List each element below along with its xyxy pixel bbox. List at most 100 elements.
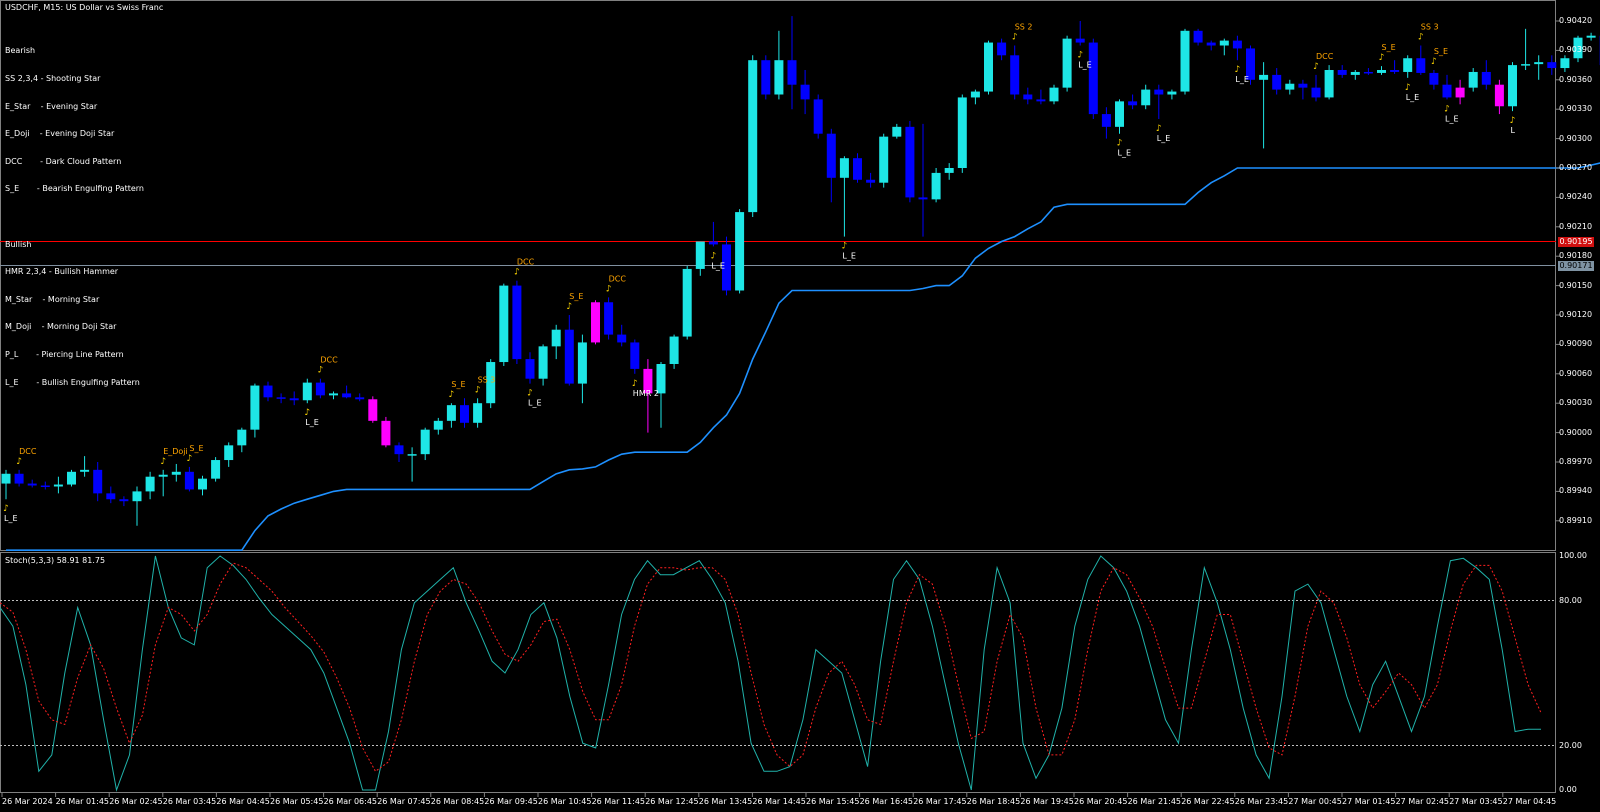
candle: [1586, 32, 1596, 41]
pattern-label: S_E: [569, 292, 583, 301]
candle: [1442, 74, 1452, 100]
candle: [1049, 84, 1059, 105]
pattern-label: S_E: [1382, 43, 1396, 52]
pattern-arrow-icon: ♪: [632, 379, 638, 389]
legend-item: E_Doji - Evening Doji Star: [5, 129, 115, 139]
candle: [1363, 68, 1373, 75]
candle-body: [394, 445, 404, 455]
candle-body: [944, 168, 954, 173]
candle-body: [1586, 35, 1596, 38]
candle-body: [826, 133, 836, 178]
candle-body: [1115, 101, 1124, 127]
legend-item: P_L - Piercing Line Pattern: [5, 349, 124, 359]
candle-body: [1128, 101, 1138, 106]
candle-body: [997, 42, 1007, 56]
candle-body: [1167, 91, 1177, 95]
candle: [918, 123, 928, 237]
candle-body: [1062, 38, 1072, 88]
candle-body: [813, 99, 823, 134]
candle: [669, 334, 679, 369]
price-axis-label: 0.90240: [1559, 192, 1593, 202]
candle-body: [591, 302, 600, 343]
time-axis-label: 26 Mar 17:45: [913, 797, 967, 806]
candle-body: [198, 478, 207, 490]
candle: [1062, 35, 1072, 92]
candle: [551, 324, 561, 360]
candle: [342, 385, 352, 399]
legend-item: M_Doji - Morning Doji Star: [5, 322, 117, 332]
candle-body: [984, 42, 993, 92]
pattern-arrow-icon: ♪: [1313, 62, 1319, 72]
time-axis-label: 26 Mar 13:45: [698, 797, 753, 806]
candle-body: [106, 493, 116, 500]
pattern-arrow-icon: ♪: [1235, 65, 1241, 75]
price-axis-label: 0.90300: [1559, 133, 1593, 143]
candle-body: [1088, 42, 1098, 115]
pattern-arrow-icon: ♪: [475, 385, 481, 395]
candle: [473, 398, 483, 428]
candle: [315, 378, 325, 399]
candle-body: [1219, 40, 1229, 46]
candle: [1337, 65, 1347, 78]
pattern-label: L_E: [842, 252, 856, 261]
pattern-label: S_E: [451, 380, 465, 389]
legend-item: L_E - Bullish Engulfing Pattern: [5, 377, 140, 387]
pattern-label: L: [1511, 126, 1516, 135]
candle-body: [1036, 99, 1046, 102]
candle: [1403, 55, 1413, 78]
candle: [1298, 79, 1308, 100]
candle: [381, 416, 391, 448]
candle: [446, 403, 456, 428]
time-axis-label: 26 Mar 03:45: [162, 797, 217, 806]
time-axis-label: 26 Mar 22:45: [1181, 797, 1235, 806]
candle-body: [1508, 65, 1517, 107]
time-axis-label: 27 Mar 04:45: [1502, 797, 1557, 806]
candle-body: [460, 405, 469, 423]
legend-bullish-header: Bullish: [5, 239, 32, 249]
candle: [1508, 62, 1517, 112]
candle-body: [1180, 30, 1190, 92]
candle-body: [237, 429, 247, 446]
candle-body: [407, 454, 417, 456]
candle-body: [1010, 55, 1020, 95]
candle: [1311, 74, 1321, 102]
stoch-axis-label-80: 80.00: [1559, 596, 1582, 605]
candle-body: [957, 97, 967, 168]
time-axis-label: 26 Mar 20:45: [1074, 797, 1128, 806]
candle: [289, 391, 299, 406]
candle-body: [1494, 84, 1504, 107]
pattern-arrow-icon: ♪: [16, 457, 22, 467]
candle-body: [1023, 94, 1033, 100]
candle: [1246, 45, 1255, 85]
time-axis-label: 26 Mar 21:45: [1127, 797, 1182, 806]
legend-item: SS 2,3,4 - Shooting Star: [5, 74, 101, 83]
time-axis-label: 27 Mar 00:45: [1288, 797, 1342, 806]
candle: [1128, 94, 1138, 110]
candle: [420, 427, 430, 461]
candle: [1219, 38, 1229, 56]
price-axis-label: 0.90000: [1559, 427, 1593, 437]
price-panel-frame: [0, 0, 1556, 551]
pattern-arrow-icon: ♪: [1418, 33, 1424, 43]
pattern-label: L_E: [1078, 61, 1092, 70]
pattern-label: L_E: [528, 399, 542, 408]
time-axis-label: 26 Mar 23:45: [1234, 797, 1289, 806]
candle-body: [748, 60, 758, 213]
price-axis-label: 0.90390: [1559, 45, 1593, 55]
price-axis-ticks: [1556, 20, 1560, 522]
time-axis-label: 26 Mar 15:45: [806, 797, 860, 806]
candle-body: [1154, 89, 1164, 95]
candle-body: [1534, 62, 1544, 65]
candle: [826, 128, 836, 203]
candle-body: [1285, 83, 1295, 90]
candle-body: [184, 471, 194, 490]
candle-body: [761, 60, 771, 95]
candle-body: [132, 491, 142, 502]
candle-body: [433, 420, 443, 430]
candle-body: [1573, 37, 1583, 59]
candle: [944, 163, 954, 180]
candle: [1036, 89, 1046, 105]
candle-body: [329, 393, 338, 396]
pattern-arrow-icon: ♪: [1012, 33, 1018, 43]
